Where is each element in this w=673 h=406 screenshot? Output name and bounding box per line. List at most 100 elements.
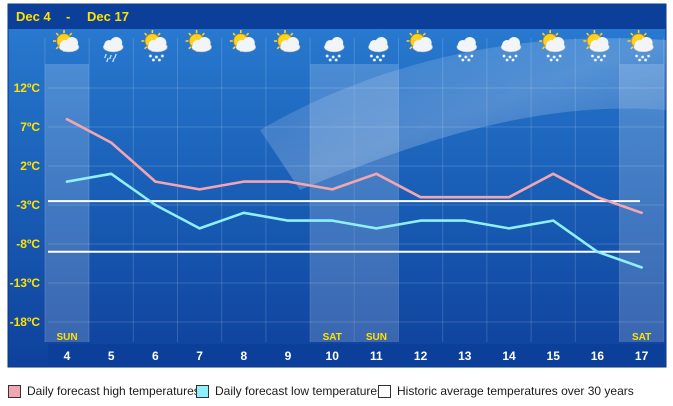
high-point-8 <box>242 180 245 183</box>
snow-flake <box>464 55 468 59</box>
low-point-12 <box>419 219 422 222</box>
snow-flake <box>643 58 648 62</box>
high-point-14 <box>507 196 511 199</box>
x-tick-label-16: 16 <box>591 349 605 363</box>
x-tick-label-13: 13 <box>458 349 472 363</box>
weekday-label-4: SUN <box>56 332 77 343</box>
x-tick-label-12: 12 <box>414 349 428 363</box>
snow-flake <box>372 58 377 62</box>
snow-flake <box>334 58 338 62</box>
x-tick-label-11: 11 <box>370 349 383 363</box>
snow-flake <box>470 54 474 58</box>
weekend-column-17 <box>619 64 664 342</box>
low-point-14 <box>507 227 511 230</box>
low-point-17 <box>640 266 643 269</box>
snow-flake <box>593 58 598 62</box>
legend-label-historic: Historic average temperatures over 30 ye… <box>397 384 634 398</box>
sun-ray <box>586 46 590 50</box>
sun-ray <box>599 32 603 36</box>
snow-flake <box>328 58 332 62</box>
snow-flake <box>381 54 386 58</box>
high-point-7 <box>198 188 201 191</box>
low-point-15 <box>552 219 555 222</box>
snow-flake <box>646 54 651 58</box>
cloud-puff <box>287 37 299 49</box>
rain-drop <box>112 57 115 63</box>
snow-flake <box>558 54 562 58</box>
header-end-date: Dec 17 <box>87 9 129 24</box>
cloud-puff <box>596 37 609 49</box>
snow-flake <box>160 54 165 58</box>
high-temperature-line <box>65 117 643 215</box>
sun-cloud-icon <box>229 30 257 53</box>
rain-drop <box>104 53 107 59</box>
snow-flake <box>467 58 471 62</box>
snow-flake <box>637 58 642 62</box>
y-tick-label: -13ºC <box>10 276 41 290</box>
snow-flake <box>375 55 380 59</box>
sun-ray <box>276 46 280 50</box>
low-temperature-line <box>65 172 643 269</box>
sun-ray <box>643 32 647 36</box>
weekday-label-11: SUN <box>366 332 387 343</box>
sun-ray <box>245 32 250 36</box>
sun-snow-icon <box>141 30 168 62</box>
x-tick-label-17: 17 <box>635 349 649 363</box>
low-point-10 <box>331 219 334 222</box>
x-tick-label-6: 6 <box>152 349 159 363</box>
x-tick-label-15: 15 <box>547 349 561 363</box>
low-point-16 <box>596 250 599 253</box>
sun-ray <box>232 32 236 36</box>
y-tick-label: -8ºC <box>16 237 40 251</box>
cloud-puff <box>508 37 520 49</box>
snow-flake <box>461 58 465 62</box>
snow-flake <box>148 54 153 58</box>
cloud-puff <box>198 37 211 49</box>
high-point-11 <box>375 172 378 175</box>
low-point-7 <box>198 227 201 230</box>
cloud-puff <box>154 37 167 49</box>
high-point-5 <box>110 141 113 144</box>
weekday-label-17: SAT <box>632 332 651 343</box>
cloud-snow-icon <box>368 37 389 62</box>
snow-flake <box>151 58 156 62</box>
sun-ray <box>586 32 590 36</box>
weekday-label-10: SAT <box>323 332 342 343</box>
x-tick-label-5: 5 <box>108 349 115 363</box>
sun-ray <box>630 32 634 36</box>
weekend-column-11 <box>354 64 399 342</box>
snow-flake <box>157 58 162 62</box>
high-point-17 <box>640 211 643 214</box>
cloud-puff <box>375 37 388 49</box>
snow-flake <box>602 54 607 58</box>
y-tick-label: -3ºC <box>16 198 40 212</box>
sun-ray <box>409 32 413 36</box>
cloud-puff <box>552 37 565 49</box>
cloud-puff <box>331 37 344 49</box>
cloud-rain-icon <box>102 37 124 63</box>
low-point-9 <box>286 219 290 222</box>
snow-flake <box>514 54 518 58</box>
x-tick-label-9: 9 <box>285 349 292 363</box>
header-start-date: Dec 4 <box>16 9 51 24</box>
snow-flake <box>325 54 329 58</box>
sun-ray <box>157 32 161 36</box>
cloud-puff <box>66 37 78 49</box>
y-tick-label: 2ºC <box>20 159 40 173</box>
snow-flake <box>505 58 509 62</box>
x-tick-label-7: 7 <box>196 349 203 363</box>
high-point-16 <box>596 196 599 199</box>
cloud-puff <box>242 37 255 49</box>
x-tick-label-8: 8 <box>240 349 247 363</box>
low-point-11 <box>375 227 378 230</box>
weather-chart: Dec 4 - Dec 17 12ºC 7ºC 2ºC -3ºC -8ºC -13ºC -1… <box>7 3 667 368</box>
sun-ray <box>541 46 546 50</box>
low-point-5 <box>110 172 113 175</box>
sun-cloud-icon <box>53 30 80 53</box>
sun-snow-icon <box>627 30 654 62</box>
snow-flake <box>596 55 601 59</box>
x-tick-label-14: 14 <box>502 349 516 363</box>
legend: Daily forecast high temperatures Daily f… <box>0 371 673 406</box>
x-tick-label-10: 10 <box>326 349 340 363</box>
sun-ray <box>144 46 148 50</box>
